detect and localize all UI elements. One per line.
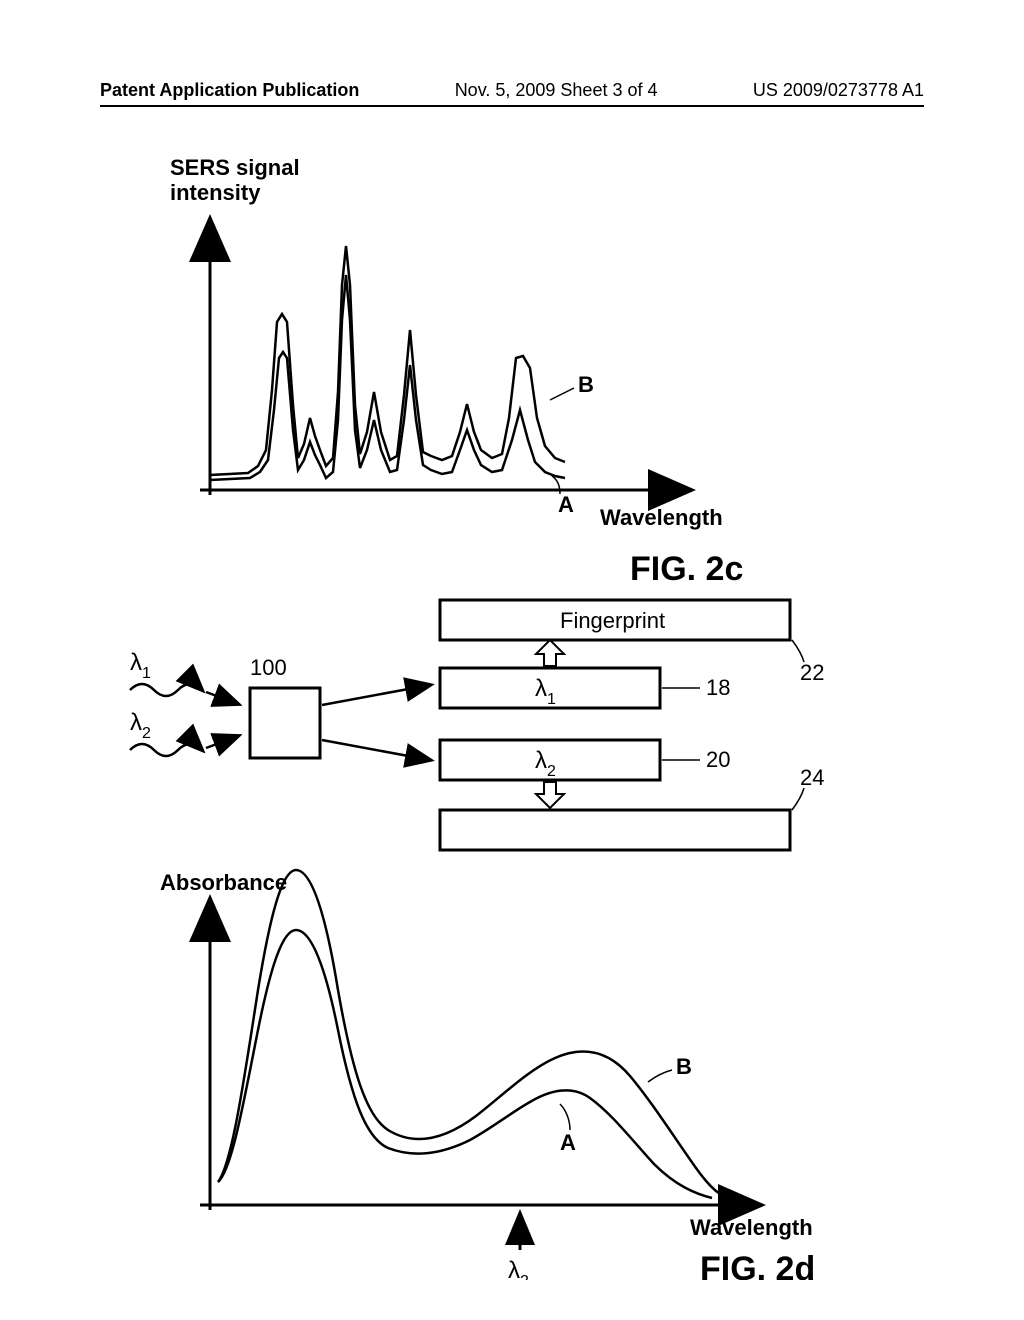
box-bottom xyxy=(440,810,790,850)
lambda2-wave xyxy=(130,744,202,756)
fig2c-caption: FIG. 2c xyxy=(630,550,743,588)
fig2c-a-label: A xyxy=(558,492,574,517)
block-diagram: λ1 λ2 100 λ1 18 λ2 20 Fing xyxy=(130,600,824,850)
header-mid: Nov. 5, 2009 Sheet 3 of 4 xyxy=(455,80,658,101)
fig2d-series-b xyxy=(218,870,720,1194)
box-100-label: 100 xyxy=(250,655,287,680)
fig-2d: Absorbance Wavelength A B λ2 FIG. 2d xyxy=(160,870,815,1280)
header-right: US 2009/0273778 A1 xyxy=(753,80,924,101)
fig2d-series-a xyxy=(218,930,712,1198)
ref-18: 18 xyxy=(706,675,730,700)
ref-24: 24 xyxy=(800,765,824,790)
arrow-to-l1 xyxy=(322,685,430,705)
lambda1-wave xyxy=(130,684,202,696)
lambda2-arrow xyxy=(206,736,238,748)
lambda1-arrow xyxy=(206,692,238,704)
lambda1-in: λ1 xyxy=(130,649,151,682)
fig2d-b-leader xyxy=(648,1070,672,1082)
hollow-arrow-down xyxy=(536,782,564,808)
ref-22: 22 xyxy=(800,660,824,685)
header-left: Patent Application Publication xyxy=(100,80,359,101)
fig2d-b-label: B xyxy=(676,1054,692,1079)
fig2d-xlabel: Wavelength xyxy=(690,1215,813,1240)
figure-canvas: SERS signal intensity Wavelength A B FIG… xyxy=(0,100,1024,1280)
fig2d-ylabel: Absorbance xyxy=(160,870,287,895)
ref24-leader xyxy=(792,788,804,810)
fig2d-lambda2-label: λ2 xyxy=(508,1257,529,1280)
box-100 xyxy=(250,688,320,758)
fig-2c: SERS signal intensity Wavelength A B FIG… xyxy=(170,155,743,588)
fig2d-a-label: A xyxy=(560,1130,576,1155)
fig2d-caption: FIG. 2d xyxy=(700,1250,815,1280)
fig2c-b-leader xyxy=(550,388,574,400)
fig2c-xlabel: Wavelength xyxy=(600,505,723,530)
fig2c-ylabel-line2: intensity xyxy=(170,180,261,205)
hollow-arrow-up xyxy=(536,640,564,666)
fig2c-b-label: B xyxy=(578,372,594,397)
ref22-leader xyxy=(792,640,804,662)
lambda2-in: λ2 xyxy=(130,709,151,742)
arrow-to-l2 xyxy=(322,740,430,760)
fig2c-ylabel-line1: SERS signal xyxy=(170,155,300,180)
ref-20: 20 xyxy=(706,747,730,772)
box-fingerprint-text: Fingerprint xyxy=(560,608,665,633)
fig2d-a-leader xyxy=(560,1104,570,1130)
